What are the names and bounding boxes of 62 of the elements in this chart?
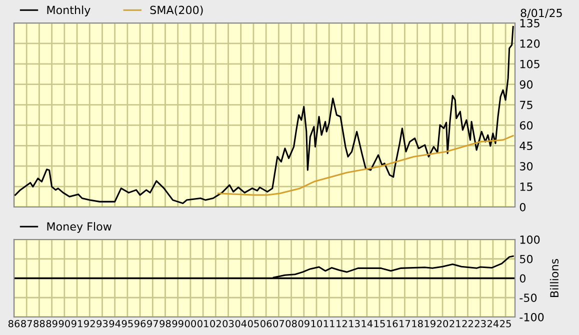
legend-label: Monthly bbox=[47, 6, 90, 16]
x-tick-label: 05 bbox=[248, 320, 259, 328]
y-tick-label: -100 bbox=[520, 312, 544, 322]
y-tick-label: 0 bbox=[520, 274, 526, 283]
y-axis-title: Billions bbox=[550, 258, 559, 297]
x-tick-label: 23 bbox=[474, 320, 486, 328]
y-tick-label: 45 bbox=[520, 142, 532, 150]
x-tick-label: 04 bbox=[235, 320, 247, 328]
x-tick-label: 18 bbox=[412, 320, 423, 328]
x-tick-label: 90 bbox=[58, 320, 70, 328]
y-tick-label: 135 bbox=[520, 18, 540, 28]
x-tick-label: 94 bbox=[109, 320, 120, 328]
y-tick-label: 0 bbox=[520, 202, 526, 212]
x-tick-label: 13 bbox=[349, 320, 360, 328]
x-tick-label: 21 bbox=[450, 320, 460, 328]
x-tick-label: 92 bbox=[84, 320, 95, 328]
legend-label: Money Flow bbox=[47, 222, 112, 233]
x-tick-label: 89 bbox=[46, 320, 58, 328]
x-tick-label: 14 bbox=[362, 320, 373, 328]
x-tick-label: 97 bbox=[147, 320, 158, 328]
x-tick-label: 24 bbox=[487, 320, 499, 328]
x-tick-label: 10 bbox=[311, 320, 322, 328]
x-tick-label: 86 bbox=[8, 320, 20, 328]
x-tick-label: 12 bbox=[336, 320, 347, 328]
x-tick-label: 03 bbox=[222, 320, 234, 328]
x-tick-label: 91 bbox=[71, 320, 82, 328]
x-tick-label: 16 bbox=[386, 320, 398, 328]
y-tick-label: 120 bbox=[520, 39, 540, 48]
y-tick-label: 15 bbox=[520, 182, 532, 191]
x-tick-label: 20 bbox=[437, 320, 448, 328]
y-tick-label: 75 bbox=[520, 100, 532, 110]
x-tick-label: 11 bbox=[324, 320, 334, 328]
y-tick-label: -50 bbox=[520, 294, 537, 302]
x-tick-label: 95 bbox=[122, 320, 133, 328]
x-tick-label: 93 bbox=[96, 320, 108, 328]
y-tick-label: 30 bbox=[520, 162, 533, 170]
y-tick-label: 90 bbox=[520, 80, 533, 89]
x-tick-label: 87 bbox=[21, 320, 32, 328]
x-tick-label: 98 bbox=[160, 320, 171, 328]
legend-label: SMA(200) bbox=[150, 6, 203, 16]
y-tick-label: 50 bbox=[520, 254, 533, 264]
x-tick-label: 25 bbox=[500, 320, 511, 328]
text: 8/01/25 bbox=[520, 8, 562, 18]
x-tick-label: 06 bbox=[260, 320, 272, 328]
x-tick-label: 22 bbox=[462, 320, 473, 328]
x-tick-label: 00 bbox=[184, 320, 196, 328]
x-tick-label: 09 bbox=[298, 320, 310, 328]
line-series bbox=[14, 26, 514, 204]
x-tick-label: 08 bbox=[286, 320, 297, 328]
x-tick-label: 15 bbox=[374, 320, 385, 328]
x-tick-label: 99 bbox=[172, 320, 184, 328]
x-tick-label: 19 bbox=[424, 320, 436, 328]
x-tick-label: 07 bbox=[273, 320, 284, 328]
x-tick-label: 96 bbox=[134, 320, 146, 328]
x-tick-label: 02 bbox=[210, 320, 221, 328]
x-tick-label: 17 bbox=[400, 320, 410, 328]
y-tick-label: 100 bbox=[520, 235, 540, 244]
x-tick-label: 88 bbox=[34, 320, 45, 328]
x-tick-label: 01 bbox=[198, 320, 208, 328]
line-series bbox=[217, 134, 514, 196]
y-tick-label: 105 bbox=[520, 60, 540, 68]
y-tick-label: 60 bbox=[520, 121, 533, 130]
